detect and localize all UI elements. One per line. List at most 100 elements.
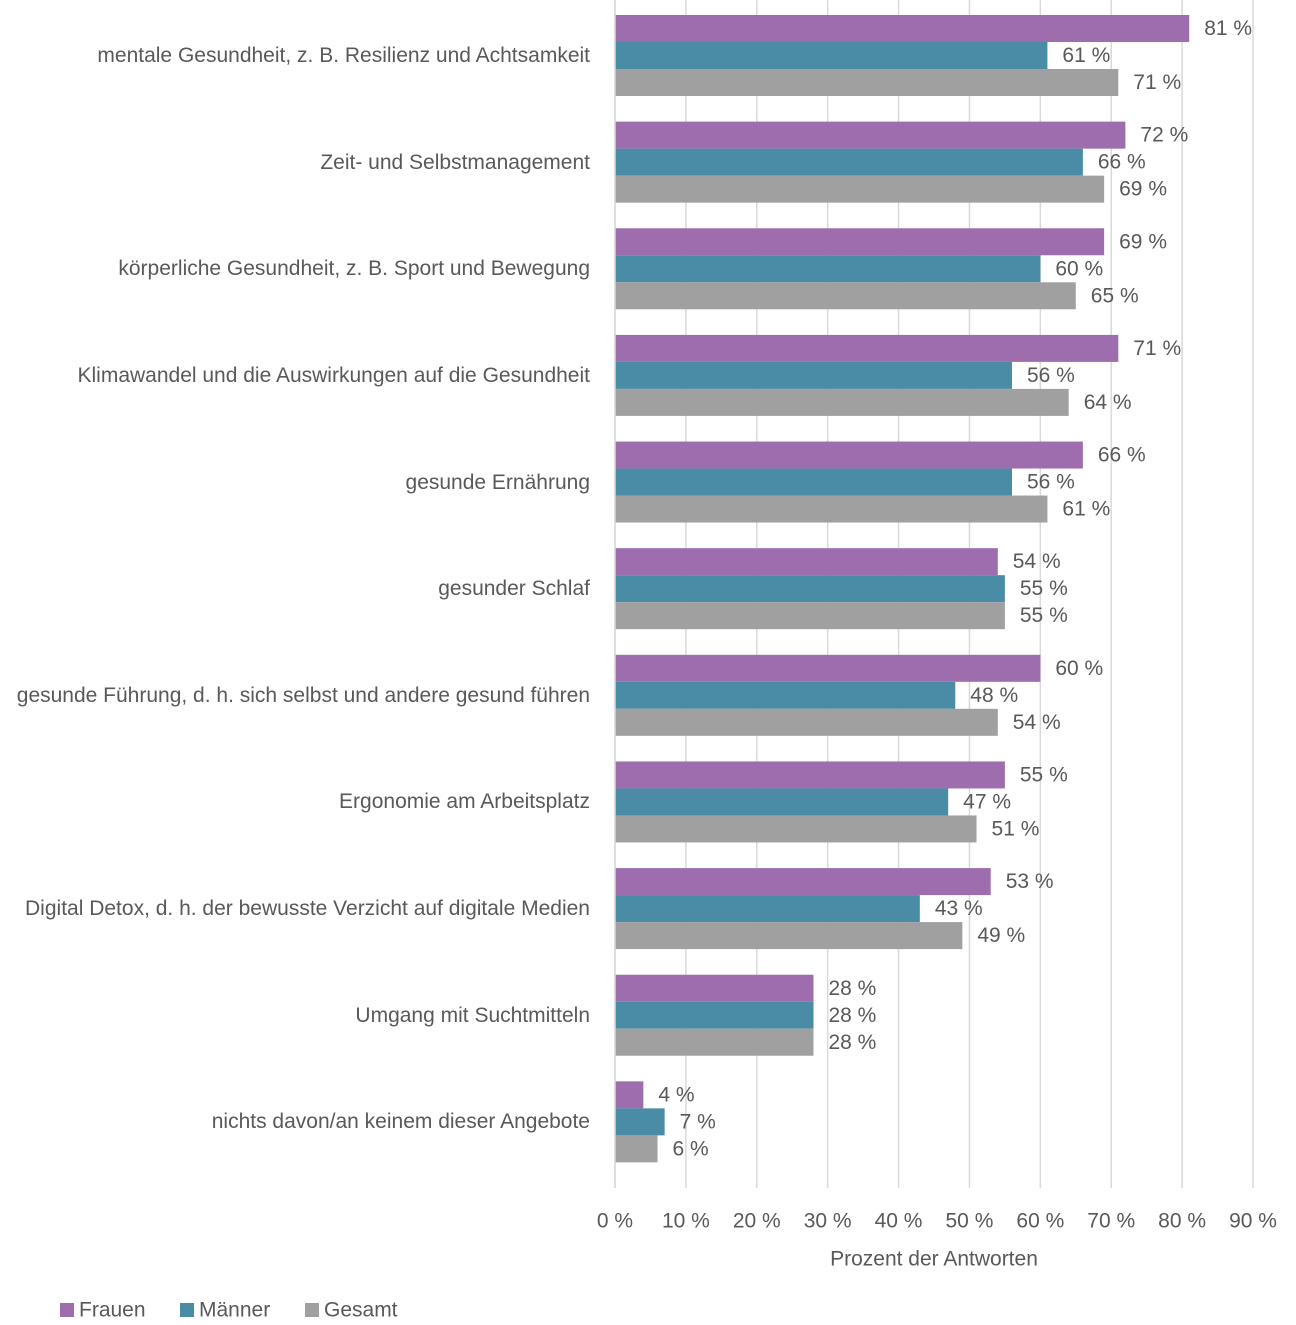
x-tick-label: 60 % — [1016, 1210, 1064, 1233]
y-tick-label: nichts davon/an keinem dieser Angebote — [211, 1110, 590, 1134]
bar — [615, 175, 1105, 203]
value-label: 81 % — [1204, 17, 1252, 40]
value-label: 51 % — [992, 818, 1040, 841]
value-label: 66 % — [1098, 444, 1146, 467]
value-label: 7 % — [680, 1110, 716, 1133]
bar — [615, 15, 1190, 42]
x-axis-title: Prozent der Antworten — [830, 1248, 1038, 1271]
bar — [615, 922, 963, 950]
value-label: 56 % — [1027, 471, 1075, 494]
bar — [615, 548, 998, 576]
x-tick-label: 90 % — [1229, 1210, 1277, 1233]
value-label: 60 % — [1055, 257, 1103, 280]
bar — [615, 388, 1069, 416]
value-label: 28 % — [828, 977, 876, 1000]
value-label: 64 % — [1084, 391, 1132, 414]
bar — [615, 1135, 658, 1163]
value-label: 72 % — [1140, 124, 1188, 147]
bar — [615, 1028, 814, 1056]
category-label-box: Zeit- und Selbstmanagement — [320, 150, 590, 174]
y-tick-label: gesunde Führung, d. h. sich selbst und a… — [16, 683, 590, 707]
y-tick-label: Umgang mit Suchtmitteln — [355, 1003, 590, 1027]
value-label: 65 % — [1091, 284, 1139, 307]
bar — [615, 602, 1005, 630]
value-label: 55 % — [1020, 764, 1068, 787]
value-label: 4 % — [658, 1083, 694, 1106]
category-label-box: Digital Detox, d. h. der bewusste Verzic… — [25, 897, 590, 921]
category-label-box: Umgang mit Suchtmitteln — [355, 1003, 590, 1027]
legend-label: Frauen — [79, 1299, 146, 1322]
value-label: 53 % — [1006, 870, 1054, 893]
category-label-box: mentale Gesundheit, z. B. Resilienz und … — [97, 44, 590, 67]
category-label-box: nichts davon/an keinem dieser Angebote — [211, 1110, 590, 1134]
bar — [615, 148, 1083, 176]
y-tick-label: Zeit- und Selbstmanagement — [320, 150, 590, 174]
value-label: 60 % — [1055, 657, 1103, 680]
bar — [615, 255, 1041, 283]
y-tick-label: gesunde Ernährung — [405, 470, 590, 494]
bar — [615, 708, 998, 736]
bar — [615, 788, 949, 816]
bar — [615, 815, 977, 843]
value-label: 55 % — [1020, 577, 1068, 600]
bar — [615, 974, 814, 1002]
y-tick-label: mentale Gesundheit, z. B. Resilienz und … — [97, 44, 590, 67]
x-tick-label: 80 % — [1158, 1210, 1206, 1233]
bar — [615, 575, 1005, 603]
value-label: 71 % — [1133, 337, 1181, 360]
value-label: 56 % — [1027, 364, 1075, 387]
x-tick-label: 50 % — [946, 1210, 994, 1233]
bar — [615, 42, 1048, 69]
legend-swatch — [60, 1303, 74, 1317]
x-tick-label: 20 % — [733, 1210, 781, 1233]
bar — [615, 69, 1119, 96]
value-label: 47 % — [963, 791, 1011, 814]
value-label: 28 % — [828, 1004, 876, 1027]
bar — [615, 761, 1005, 789]
x-tick-label: 40 % — [875, 1210, 923, 1233]
x-tick-label: 30 % — [804, 1210, 852, 1233]
legend-label: Männer — [199, 1299, 270, 1322]
category-label-box: gesunde Ernährung — [405, 470, 590, 494]
value-label: 6 % — [673, 1137, 709, 1160]
category-label-box: gesunde Führung, d. h. sich selbst und a… — [16, 683, 590, 707]
x-tick-label: 70 % — [1087, 1210, 1135, 1233]
x-tick-label: 10 % — [662, 1210, 710, 1233]
value-label: 54 % — [1013, 711, 1061, 734]
bar — [615, 468, 1012, 496]
category-label-box: gesunder Schlaf — [438, 577, 590, 601]
value-label: 69 % — [1119, 178, 1167, 201]
bar — [615, 868, 991, 896]
bar — [615, 895, 920, 923]
y-tick-label: Ergonomie am Arbeitsplatz — [339, 790, 590, 814]
bar — [615, 121, 1126, 149]
category-label-box: Ergonomie am Arbeitsplatz — [339, 790, 590, 814]
value-label: 69 % — [1119, 230, 1167, 253]
value-label: 43 % — [935, 897, 983, 920]
y-tick-label: Digital Detox, d. h. der bewusste Verzic… — [25, 897, 590, 921]
value-label: 61 % — [1062, 498, 1110, 521]
value-label: 28 % — [828, 1031, 876, 1054]
legend-swatch — [305, 1303, 319, 1317]
bar — [615, 1108, 665, 1136]
bar — [615, 361, 1012, 389]
y-tick-label: Klimawandel und die Auswirkungen auf die… — [77, 363, 590, 387]
y-tick-label: gesunder Schlaf — [438, 577, 590, 601]
legend-label: Gesamt — [324, 1299, 398, 1322]
value-label: 49 % — [977, 924, 1025, 947]
category-label-box: körperliche Gesundheit, z. B. Sport und … — [118, 257, 590, 281]
bar — [615, 441, 1083, 469]
bar — [615, 228, 1105, 256]
value-label: 71 % — [1133, 71, 1181, 94]
bar — [615, 334, 1119, 362]
bar — [615, 1081, 644, 1109]
value-label: 55 % — [1020, 604, 1068, 627]
value-label: 66 % — [1098, 151, 1146, 174]
x-tick-label: 0 % — [597, 1210, 633, 1233]
legend-swatch — [180, 1303, 194, 1317]
y-tick-label: körperliche Gesundheit, z. B. Sport und … — [118, 257, 590, 281]
value-label: 54 % — [1013, 550, 1061, 573]
bar — [615, 1001, 814, 1029]
bar — [615, 681, 956, 709]
